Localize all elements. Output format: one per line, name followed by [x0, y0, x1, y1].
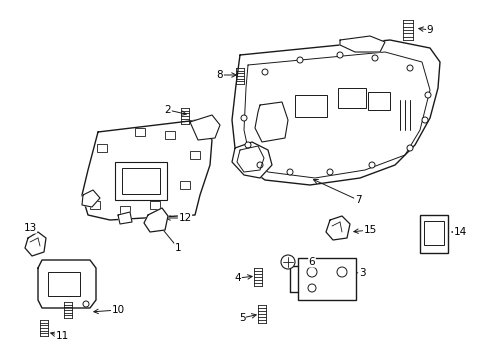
Bar: [97, 144, 107, 152]
Circle shape: [281, 255, 294, 269]
Bar: [115, 162, 167, 200]
Circle shape: [262, 69, 267, 75]
Text: 5: 5: [238, 313, 245, 323]
Text: 12: 12: [178, 213, 191, 223]
Bar: [419, 215, 447, 253]
Text: 10: 10: [111, 305, 124, 315]
Circle shape: [296, 57, 303, 63]
Polygon shape: [231, 142, 271, 178]
Circle shape: [406, 145, 412, 151]
Circle shape: [257, 162, 263, 168]
Polygon shape: [190, 115, 220, 140]
Polygon shape: [38, 260, 96, 308]
Bar: [48, 272, 80, 296]
Circle shape: [83, 301, 89, 307]
Polygon shape: [339, 36, 384, 52]
Bar: [150, 201, 160, 209]
Bar: [297, 258, 355, 300]
Bar: [120, 206, 130, 214]
Text: 7: 7: [354, 195, 361, 205]
Bar: [423, 221, 443, 245]
Polygon shape: [325, 216, 349, 240]
Circle shape: [336, 267, 346, 277]
Text: 4: 4: [234, 273, 241, 283]
Polygon shape: [82, 190, 100, 207]
Circle shape: [286, 169, 292, 175]
Polygon shape: [143, 208, 168, 232]
Circle shape: [424, 92, 430, 98]
Bar: [367, 92, 389, 110]
Polygon shape: [118, 212, 132, 224]
Circle shape: [371, 55, 377, 61]
Circle shape: [306, 267, 316, 277]
Circle shape: [421, 117, 427, 123]
Bar: [294, 95, 326, 117]
Polygon shape: [254, 102, 287, 142]
Text: 15: 15: [363, 225, 376, 235]
Text: 6: 6: [308, 257, 315, 267]
Text: 11: 11: [55, 331, 68, 341]
Text: 9: 9: [426, 25, 432, 35]
Circle shape: [307, 284, 315, 292]
Circle shape: [326, 169, 332, 175]
Circle shape: [336, 52, 342, 58]
Polygon shape: [231, 40, 439, 185]
Polygon shape: [82, 120, 212, 220]
Text: 1: 1: [174, 243, 181, 253]
Text: 3: 3: [358, 268, 365, 278]
Circle shape: [368, 162, 374, 168]
Bar: [122, 168, 160, 194]
Circle shape: [241, 115, 246, 121]
Text: 8: 8: [216, 70, 223, 80]
Circle shape: [406, 65, 412, 71]
Text: 2: 2: [164, 105, 171, 115]
Bar: [180, 181, 190, 189]
Polygon shape: [25, 232, 46, 256]
Bar: [90, 201, 100, 209]
Bar: [164, 131, 175, 139]
Bar: [135, 128, 145, 136]
Bar: [337, 88, 365, 108]
Text: 13: 13: [23, 223, 37, 233]
Text: 14: 14: [452, 227, 466, 237]
Circle shape: [244, 142, 250, 148]
Bar: [190, 151, 200, 159]
